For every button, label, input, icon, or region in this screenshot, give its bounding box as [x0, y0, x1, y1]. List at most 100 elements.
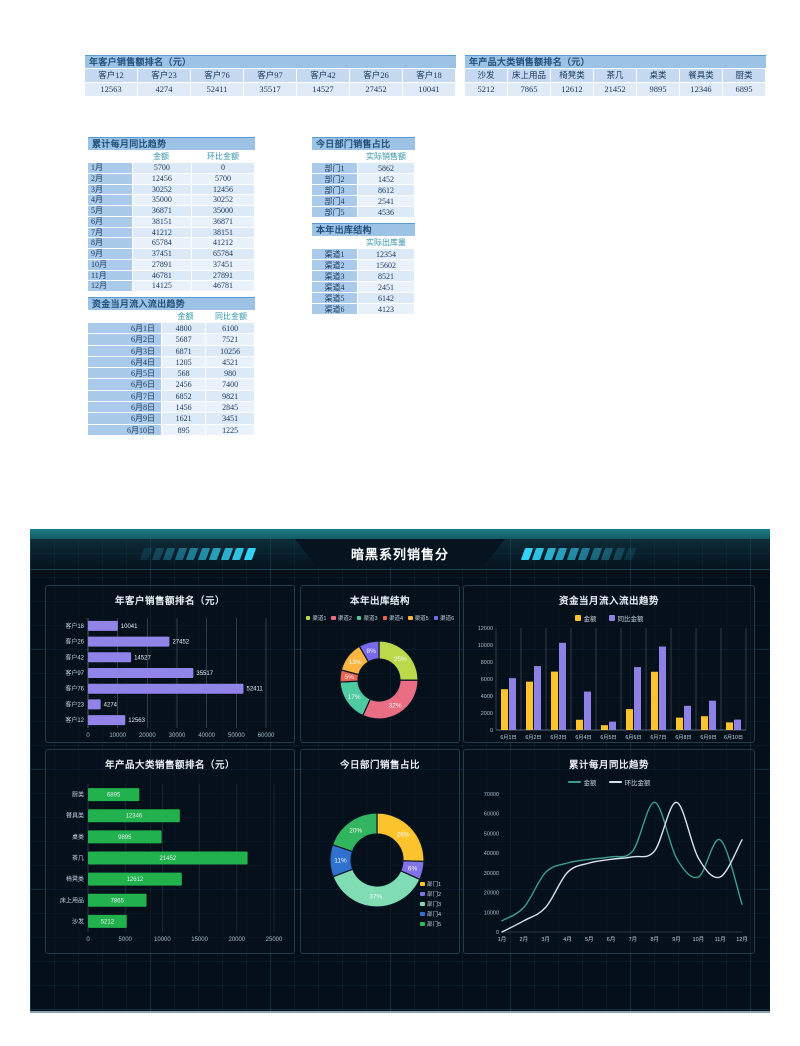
cell[interactable]: 8月	[88, 238, 133, 249]
cell[interactable]: 4800	[162, 323, 207, 335]
cell[interactable]: 客户26	[350, 69, 403, 83]
cell[interactable]: 568	[162, 368, 207, 380]
cell[interactable]: 6月10日	[88, 424, 163, 436]
cell[interactable]: 12354	[358, 249, 415, 260]
cell[interactable]: 1452	[358, 174, 415, 185]
cell[interactable]: 2541	[358, 196, 415, 207]
cell[interactable]: 厨类	[723, 69, 766, 83]
cell[interactable]: 8612	[358, 185, 415, 196]
legend-item[interactable]: 渠道4	[382, 614, 403, 622]
cell[interactable]: 2451	[358, 282, 415, 293]
cell[interactable]: 1621	[162, 413, 207, 425]
cell[interactable]: 4521	[206, 356, 255, 369]
legend-item[interactable]: 渠道2	[331, 614, 352, 622]
cell[interactable]: 6月4日	[88, 356, 163, 369]
legend-item[interactable]: 部门4	[420, 910, 441, 918]
cell[interactable]: 0	[191, 163, 255, 174]
legend-item[interactable]: 金额	[574, 613, 597, 623]
cell[interactable]: 6142	[358, 293, 415, 304]
cell[interactable]: 3月	[88, 184, 133, 196]
cell[interactable]: 7月	[88, 227, 133, 239]
cell[interactable]: 1205	[162, 356, 207, 369]
cell[interactable]: 7865	[508, 83, 551, 97]
cell[interactable]: 3451	[206, 413, 255, 425]
cell[interactable]: 6月7日	[88, 390, 163, 403]
cell[interactable]: 部门2	[312, 174, 358, 185]
cell[interactable]: 客户76	[191, 69, 244, 83]
cell[interactable]: 9821	[206, 390, 255, 403]
cell[interactable]: 12563	[85, 83, 138, 97]
cell[interactable]: 5687	[162, 334, 207, 346]
cell[interactable]: 11月	[88, 270, 133, 282]
cell[interactable]: 9895	[637, 83, 680, 97]
cell[interactable]: 4274	[138, 83, 191, 97]
cell[interactable]: 客户97	[244, 69, 297, 83]
cell[interactable]: 客户23	[138, 69, 191, 83]
cell[interactable]: 30252	[132, 184, 192, 196]
cell[interactable]: 5862	[358, 163, 415, 174]
cell[interactable]: 客户42	[297, 69, 350, 83]
cell[interactable]: 2月	[88, 173, 133, 185]
cell[interactable]: 渠道2	[312, 260, 358, 271]
legend-item[interactable]: 渠道3	[356, 614, 378, 622]
cell[interactable]: 部门5	[312, 207, 358, 218]
cell[interactable]: 21452	[594, 83, 637, 97]
cell[interactable]: 6月3日	[88, 345, 163, 357]
cell[interactable]: 1月	[88, 163, 133, 174]
cell[interactable]: 部门3	[312, 185, 358, 196]
cell[interactable]: 37451	[191, 259, 255, 271]
cell[interactable]: 1225	[206, 424, 255, 436]
cell[interactable]: 5700	[191, 173, 255, 185]
cell[interactable]: 5212	[465, 83, 508, 97]
cell[interactable]: 客户18	[403, 69, 456, 83]
legend-item[interactable]: 部门2	[420, 890, 441, 898]
cell[interactable]: 41212	[132, 227, 192, 239]
cell[interactable]: 46781	[132, 270, 192, 282]
cell[interactable]: 12612	[551, 83, 594, 97]
legend-item[interactable]: 渠道1	[305, 614, 326, 622]
cell[interactable]: 4123	[358, 304, 415, 315]
cell[interactable]: 6月2日	[88, 334, 163, 346]
cell[interactable]: 14125	[132, 281, 192, 292]
cell[interactable]: 37451	[132, 249, 192, 260]
cell[interactable]: 渠道4	[312, 282, 358, 293]
cell[interactable]: 30252	[191, 195, 255, 206]
cell[interactable]: 5700	[132, 163, 192, 174]
cell[interactable]: 46781	[191, 281, 255, 292]
cell[interactable]: 桌类	[637, 69, 680, 83]
cell[interactable]: 12346	[680, 83, 723, 97]
cell[interactable]: 35000	[191, 206, 255, 217]
cell[interactable]: 7521	[206, 334, 255, 346]
cell[interactable]: 6852	[162, 390, 207, 403]
cell[interactable]: 12456	[132, 173, 192, 185]
cell[interactable]: 椅凳类	[551, 69, 594, 83]
cell[interactable]: 客户12	[85, 69, 138, 83]
cell[interactable]: 2845	[206, 402, 255, 414]
cell[interactable]: 部门1	[312, 163, 358, 174]
cell[interactable]: 35000	[132, 195, 192, 206]
cell[interactable]: 渠道6	[312, 304, 358, 315]
cell[interactable]: 65784	[132, 238, 192, 249]
cell[interactable]: 41212	[191, 238, 255, 249]
cell[interactable]: 4月	[88, 195, 133, 206]
cell[interactable]: 4536	[358, 207, 415, 218]
cell[interactable]: 6月	[88, 216, 133, 228]
cell[interactable]: 7400	[206, 379, 255, 391]
cell[interactable]: 9月	[88, 249, 133, 260]
cell[interactable]: 部门4	[312, 196, 358, 207]
legend-item[interactable]: 渠道6	[433, 614, 454, 622]
cell[interactable]: 6月5日	[88, 368, 163, 380]
cell[interactable]: 2456	[162, 379, 207, 391]
cell[interactable]: 6871	[162, 345, 207, 357]
cell[interactable]: 27891	[132, 259, 192, 271]
cell[interactable]: 14527	[297, 83, 350, 97]
cell[interactable]: 38151	[191, 227, 255, 239]
legend-item[interactable]: 部门5	[420, 920, 441, 928]
cell[interactable]: 茶几	[594, 69, 637, 83]
cell[interactable]: 5月	[88, 206, 133, 217]
cell[interactable]: 8521	[358, 271, 415, 282]
cell[interactable]: 10041	[403, 83, 456, 97]
cell[interactable]: 52411	[191, 83, 244, 97]
cell[interactable]: 12456	[191, 184, 255, 196]
cell[interactable]: 12月	[88, 281, 133, 292]
